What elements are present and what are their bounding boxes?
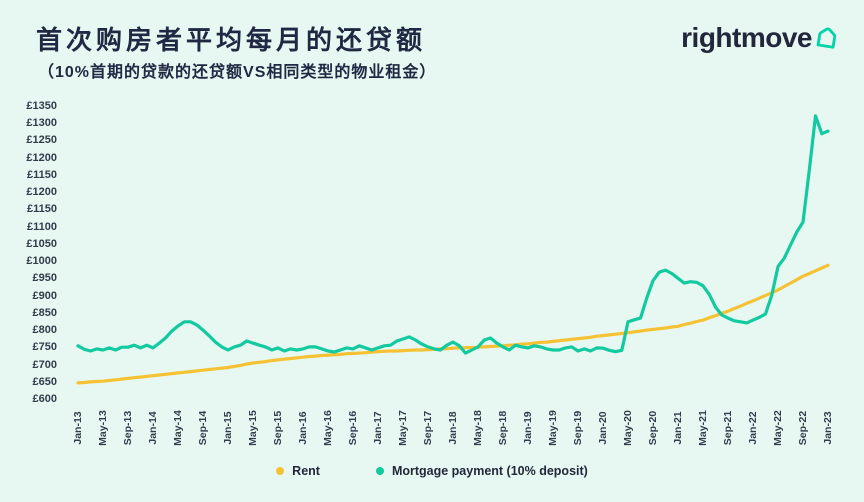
y-axis-label: £1050	[26, 237, 57, 250]
chart-legend: Rent Mortgage payment (10% deposit)	[0, 464, 864, 478]
x-axis-label: Jan-22	[747, 411, 759, 445]
x-axis-label: May-14	[172, 410, 184, 446]
x-axis-label: May-20	[622, 410, 634, 446]
x-axis-label: Sep-16	[347, 410, 359, 446]
rightmove-house-icon	[816, 27, 837, 49]
x-axis-label: Sep-13	[122, 410, 134, 446]
x-axis-label: May-16	[322, 410, 334, 446]
x-axis-label: Sep-20	[647, 410, 659, 446]
legend-dot	[375, 467, 384, 475]
x-axis-label: Jan-21	[672, 411, 684, 445]
x-axis-label: Jan-19	[522, 411, 534, 445]
y-axis-label: £900	[32, 289, 57, 302]
x-axis-label: May-15	[247, 410, 259, 446]
x-axis-label: Sep-22	[797, 410, 809, 446]
x-axis-label: May-13	[97, 410, 109, 446]
y-axis-label: £1150	[27, 203, 57, 216]
y-axis-label: £1100	[27, 220, 57, 233]
x-axis-label: Sep-19	[572, 410, 584, 446]
x-axis-label: Jan-18	[447, 411, 459, 445]
y-axis-label: £1000	[26, 255, 57, 268]
legend-item-rent: Rent	[276, 464, 320, 478]
y-axis-label: £1350	[26, 100, 57, 112]
y-axis-label: £700	[32, 358, 57, 371]
series-line-rent	[76, 263, 830, 385]
y-axis-label: £1250	[26, 134, 57, 147]
y-axis-label: £950	[32, 272, 57, 285]
x-axis-label: May-17	[397, 410, 409, 446]
y-axis-label: £1200	[26, 186, 57, 199]
page-subtitle: （10%首期的贷款的还贷额VS相同类型的物业租金）	[38, 64, 437, 81]
x-axis-label: Jan-16	[297, 411, 309, 445]
x-axis-label: May-22	[772, 410, 784, 446]
x-axis-label: Sep-21	[722, 410, 734, 446]
x-axis-label: Jan-13	[72, 411, 84, 445]
y-axis-label: £750	[32, 341, 57, 354]
x-axis-label: Sep-18	[497, 410, 509, 446]
y-axis-label: £850	[32, 306, 57, 319]
x-axis-label: May-19	[547, 410, 559, 446]
page-title: 首次购房者平均每月的还贷额	[36, 25, 427, 55]
y-axis-label: £600	[32, 393, 57, 405]
x-axis-label: Jan-15	[222, 411, 234, 445]
y-axis-label: £650	[32, 375, 57, 388]
legend-label: Rent	[292, 464, 320, 478]
y-axis-label: £800	[32, 324, 57, 337]
y-axis-label: £1200	[26, 151, 57, 164]
rightmove-logo: rightmove	[681, 24, 840, 52]
x-axis-label: Jan-23	[822, 411, 834, 445]
y-axis-label: £1300	[26, 117, 57, 130]
legend-dot	[276, 467, 285, 475]
rightmove-logo-text: rightmove	[681, 22, 812, 53]
y-axis-label: £1150	[27, 168, 57, 181]
x-axis-label: Sep-14	[197, 410, 209, 446]
x-axis-label: Sep-17	[422, 410, 434, 446]
x-axis-label: May-21	[697, 410, 709, 446]
legend-label: Mortgage payment (10% deposit)	[391, 464, 588, 478]
legend-item-mortgage-payment-10-deposit: Mortgage payment (10% deposit)	[375, 464, 588, 478]
x-axis-label: Jan-14	[147, 411, 159, 445]
series-line-mortgage-payment-10-deposit	[76, 114, 830, 355]
x-axis-label: Jan-17	[372, 411, 384, 445]
x-axis-label: May-18	[472, 410, 484, 446]
x-axis-label: Jan-20	[597, 411, 609, 445]
x-axis-label: Sep-15	[272, 410, 284, 446]
